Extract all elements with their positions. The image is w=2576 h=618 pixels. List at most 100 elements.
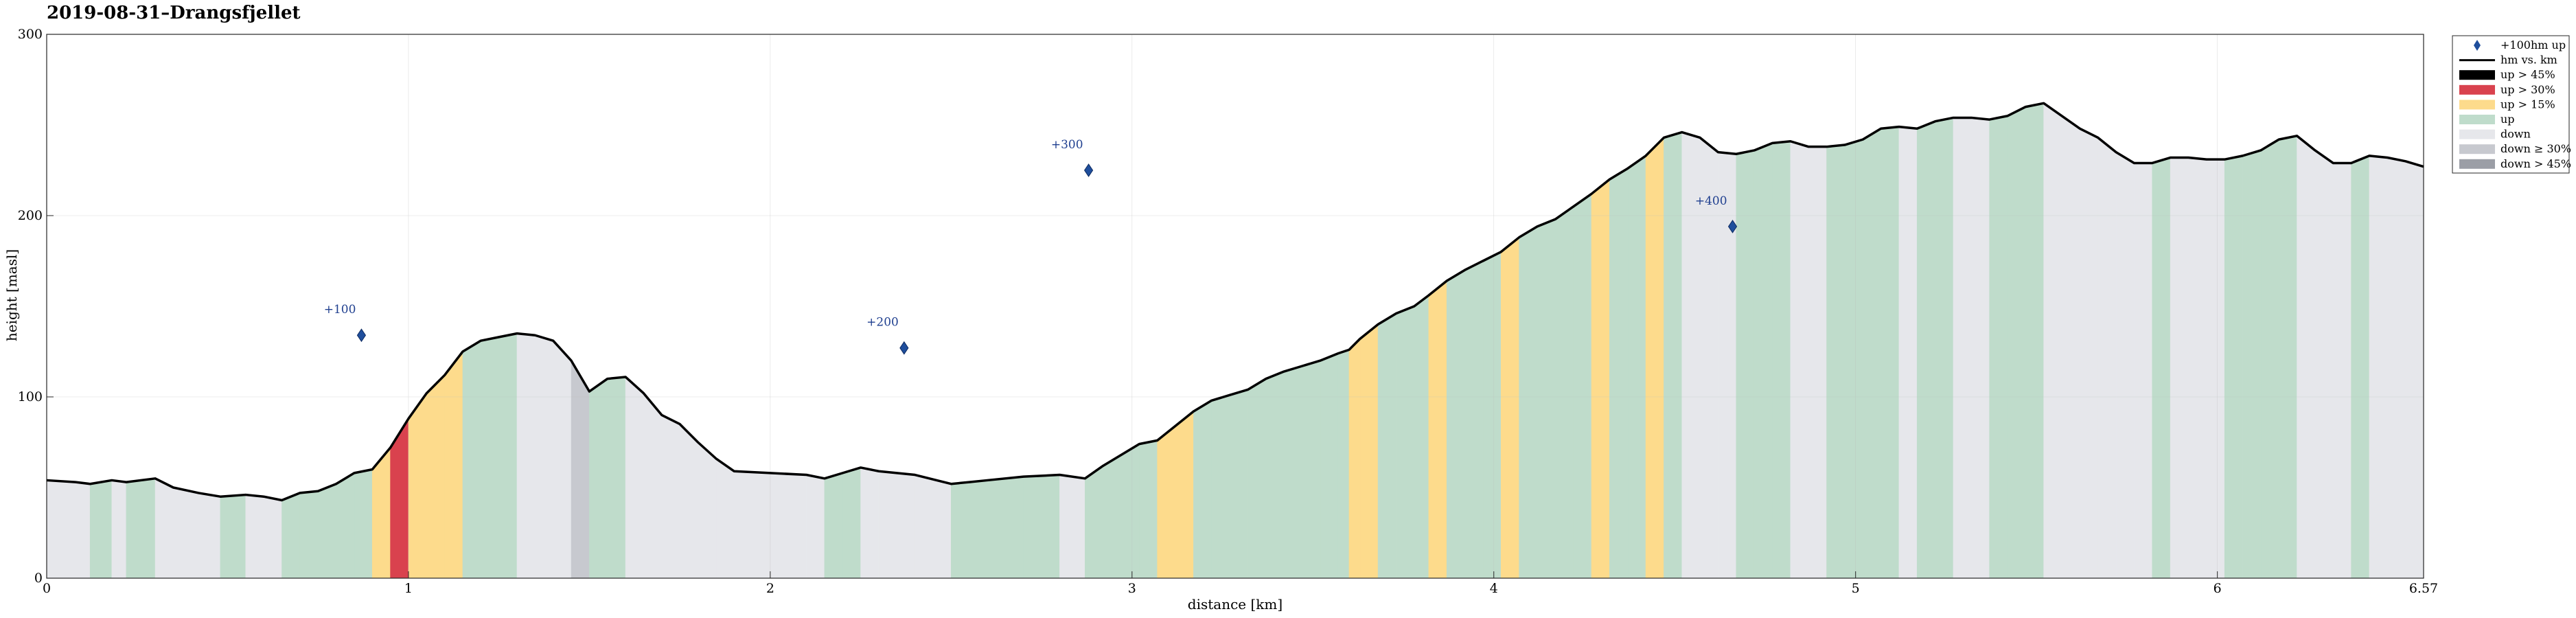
- terrain-band-down: [2134, 163, 2153, 579]
- terrain-band-up: [1320, 353, 1339, 579]
- terrain-band-up: [1446, 269, 1465, 579]
- terrain-band-up: [317, 483, 336, 579]
- hm-marker-icon: [1083, 163, 1094, 177]
- terrain-band-down: [679, 423, 698, 579]
- terrain-band-up15: [1157, 425, 1176, 579]
- terrain-band-up: [1537, 218, 1556, 579]
- legend-label: hm vs. km: [2500, 54, 2557, 67]
- x-tick-label: 4: [1490, 581, 1498, 596]
- terrain-band-up: [89, 480, 113, 579]
- terrain-band-up: [1482, 251, 1502, 579]
- terrain-band-down: [860, 467, 879, 579]
- terrain-band-up: [1023, 474, 1060, 579]
- terrain-band-up: [1337, 349, 1350, 579]
- terrain-band-down: [1718, 152, 1737, 579]
- terrain-band-down: [915, 474, 952, 579]
- terrain-band-up: [824, 472, 843, 579]
- terrain-band-up: [1519, 226, 1538, 579]
- terrain-band-down: [2297, 135, 2316, 579]
- terrain-band-down: [2332, 163, 2351, 579]
- terrain-band-up: [1377, 313, 1396, 579]
- legend-label: up > 45%: [2500, 68, 2555, 81]
- terrain-band-up: [281, 492, 301, 579]
- legend-label: +100hm up: [2500, 38, 2566, 52]
- terrain-band-down: [2115, 152, 2135, 579]
- terrain-band-down: [1808, 146, 1827, 579]
- terrain-band-down: [878, 470, 915, 579]
- terrain-band-down: [806, 474, 825, 579]
- terrain-band-up15: [408, 392, 427, 579]
- terrain-band-up15: [1348, 338, 1361, 579]
- terrain-band-down: [733, 470, 771, 579]
- hm-marker-icon: [356, 328, 367, 343]
- terrain-band-down: [198, 492, 221, 579]
- terrain-band-down: [1971, 117, 1990, 579]
- terrain-band-up: [1103, 454, 1122, 579]
- legend-swatch-up: [2459, 115, 2495, 124]
- terrain-band-up: [220, 494, 246, 579]
- profile-line: [46, 102, 2424, 502]
- terrain-band-up15: [1359, 323, 1379, 579]
- terrain-band-down: [2097, 137, 2117, 579]
- legend-swatch-up30: [2459, 84, 2495, 95]
- terrain-band-up: [498, 333, 518, 579]
- terrain-band-up: [1916, 121, 1935, 579]
- y-tick-label: 0: [34, 571, 43, 586]
- terrain-band-up15: [1501, 237, 1519, 579]
- terrain-band-down: [2387, 157, 2406, 579]
- terrain-band-up: [1302, 360, 1321, 579]
- terrain-band-up: [1120, 444, 1140, 579]
- x-tick-label: 5: [1852, 581, 1860, 596]
- terrain-band-up: [1139, 439, 1158, 579]
- terrain-band-up: [2260, 139, 2279, 579]
- terrain-band-up: [1283, 365, 1302, 579]
- terrain-band-up: [1881, 126, 1900, 579]
- terrain-band-up15: [1175, 411, 1194, 579]
- terrain-band-up: [969, 480, 988, 579]
- terrain-band-up: [2025, 102, 2045, 579]
- terrain-band-down: [154, 478, 174, 579]
- terrain-band-up: [1753, 142, 1773, 579]
- x-tick-label: 6: [2213, 581, 2222, 596]
- terrain-band-down: [2206, 159, 2225, 579]
- terrain-band-up: [1989, 115, 2008, 579]
- axes-box: [46, 34, 2424, 579]
- terrain-band-down: [643, 392, 663, 579]
- terrain-band-down: [553, 340, 572, 579]
- terrain-band-up: [1573, 193, 1592, 579]
- legend-label: up > 30%: [2500, 83, 2555, 96]
- x-axis-label: distance [km]: [1188, 596, 1283, 613]
- legend-swatch-down: [2459, 129, 2495, 139]
- hm-marker-icon: [899, 341, 909, 355]
- terrain-band-up: [1085, 465, 1103, 579]
- terrain-band-up: [126, 478, 156, 579]
- terrain-band-up: [1736, 150, 1755, 579]
- terrain-band-down: [2314, 150, 2334, 579]
- plot-area: 0 1 2 3 4 5 6 6.57 0 100 200 300 +100 +200 +300 +400: [18, 27, 2438, 596]
- terrain-band-up: [1464, 260, 1484, 579]
- hm-marker-label: +400: [1695, 194, 1727, 208]
- terrain-band-up: [2007, 106, 2026, 579]
- y-axis-label: height [masl]: [3, 249, 20, 341]
- x-tick-label: 0: [43, 581, 51, 596]
- legend-label: down ≥ 30%: [2500, 142, 2571, 155]
- terrain-band-down: [2188, 157, 2207, 579]
- terrain-band-up: [951, 481, 969, 579]
- terrain-band-up: [1627, 155, 1646, 579]
- terrain-band-down: [770, 472, 807, 579]
- terrain-band-down: [516, 333, 536, 579]
- terrain-band-down: [245, 494, 264, 579]
- legend-label: up > 15%: [2500, 98, 2555, 111]
- terrain-band-up: [1193, 400, 1212, 579]
- hm-marker-label: +300: [1051, 138, 1083, 152]
- terrain-band-down: [1953, 117, 1972, 579]
- terrain-band-down: [46, 480, 76, 579]
- terrain-band-up: [1229, 389, 1248, 579]
- legend-swatch-down45: [2459, 159, 2495, 169]
- terrain-band-up: [1247, 378, 1267, 579]
- terrain-band-up: [1862, 128, 1881, 579]
- terrain-band-up: [607, 376, 626, 579]
- terrain-band-up: [1555, 206, 1574, 579]
